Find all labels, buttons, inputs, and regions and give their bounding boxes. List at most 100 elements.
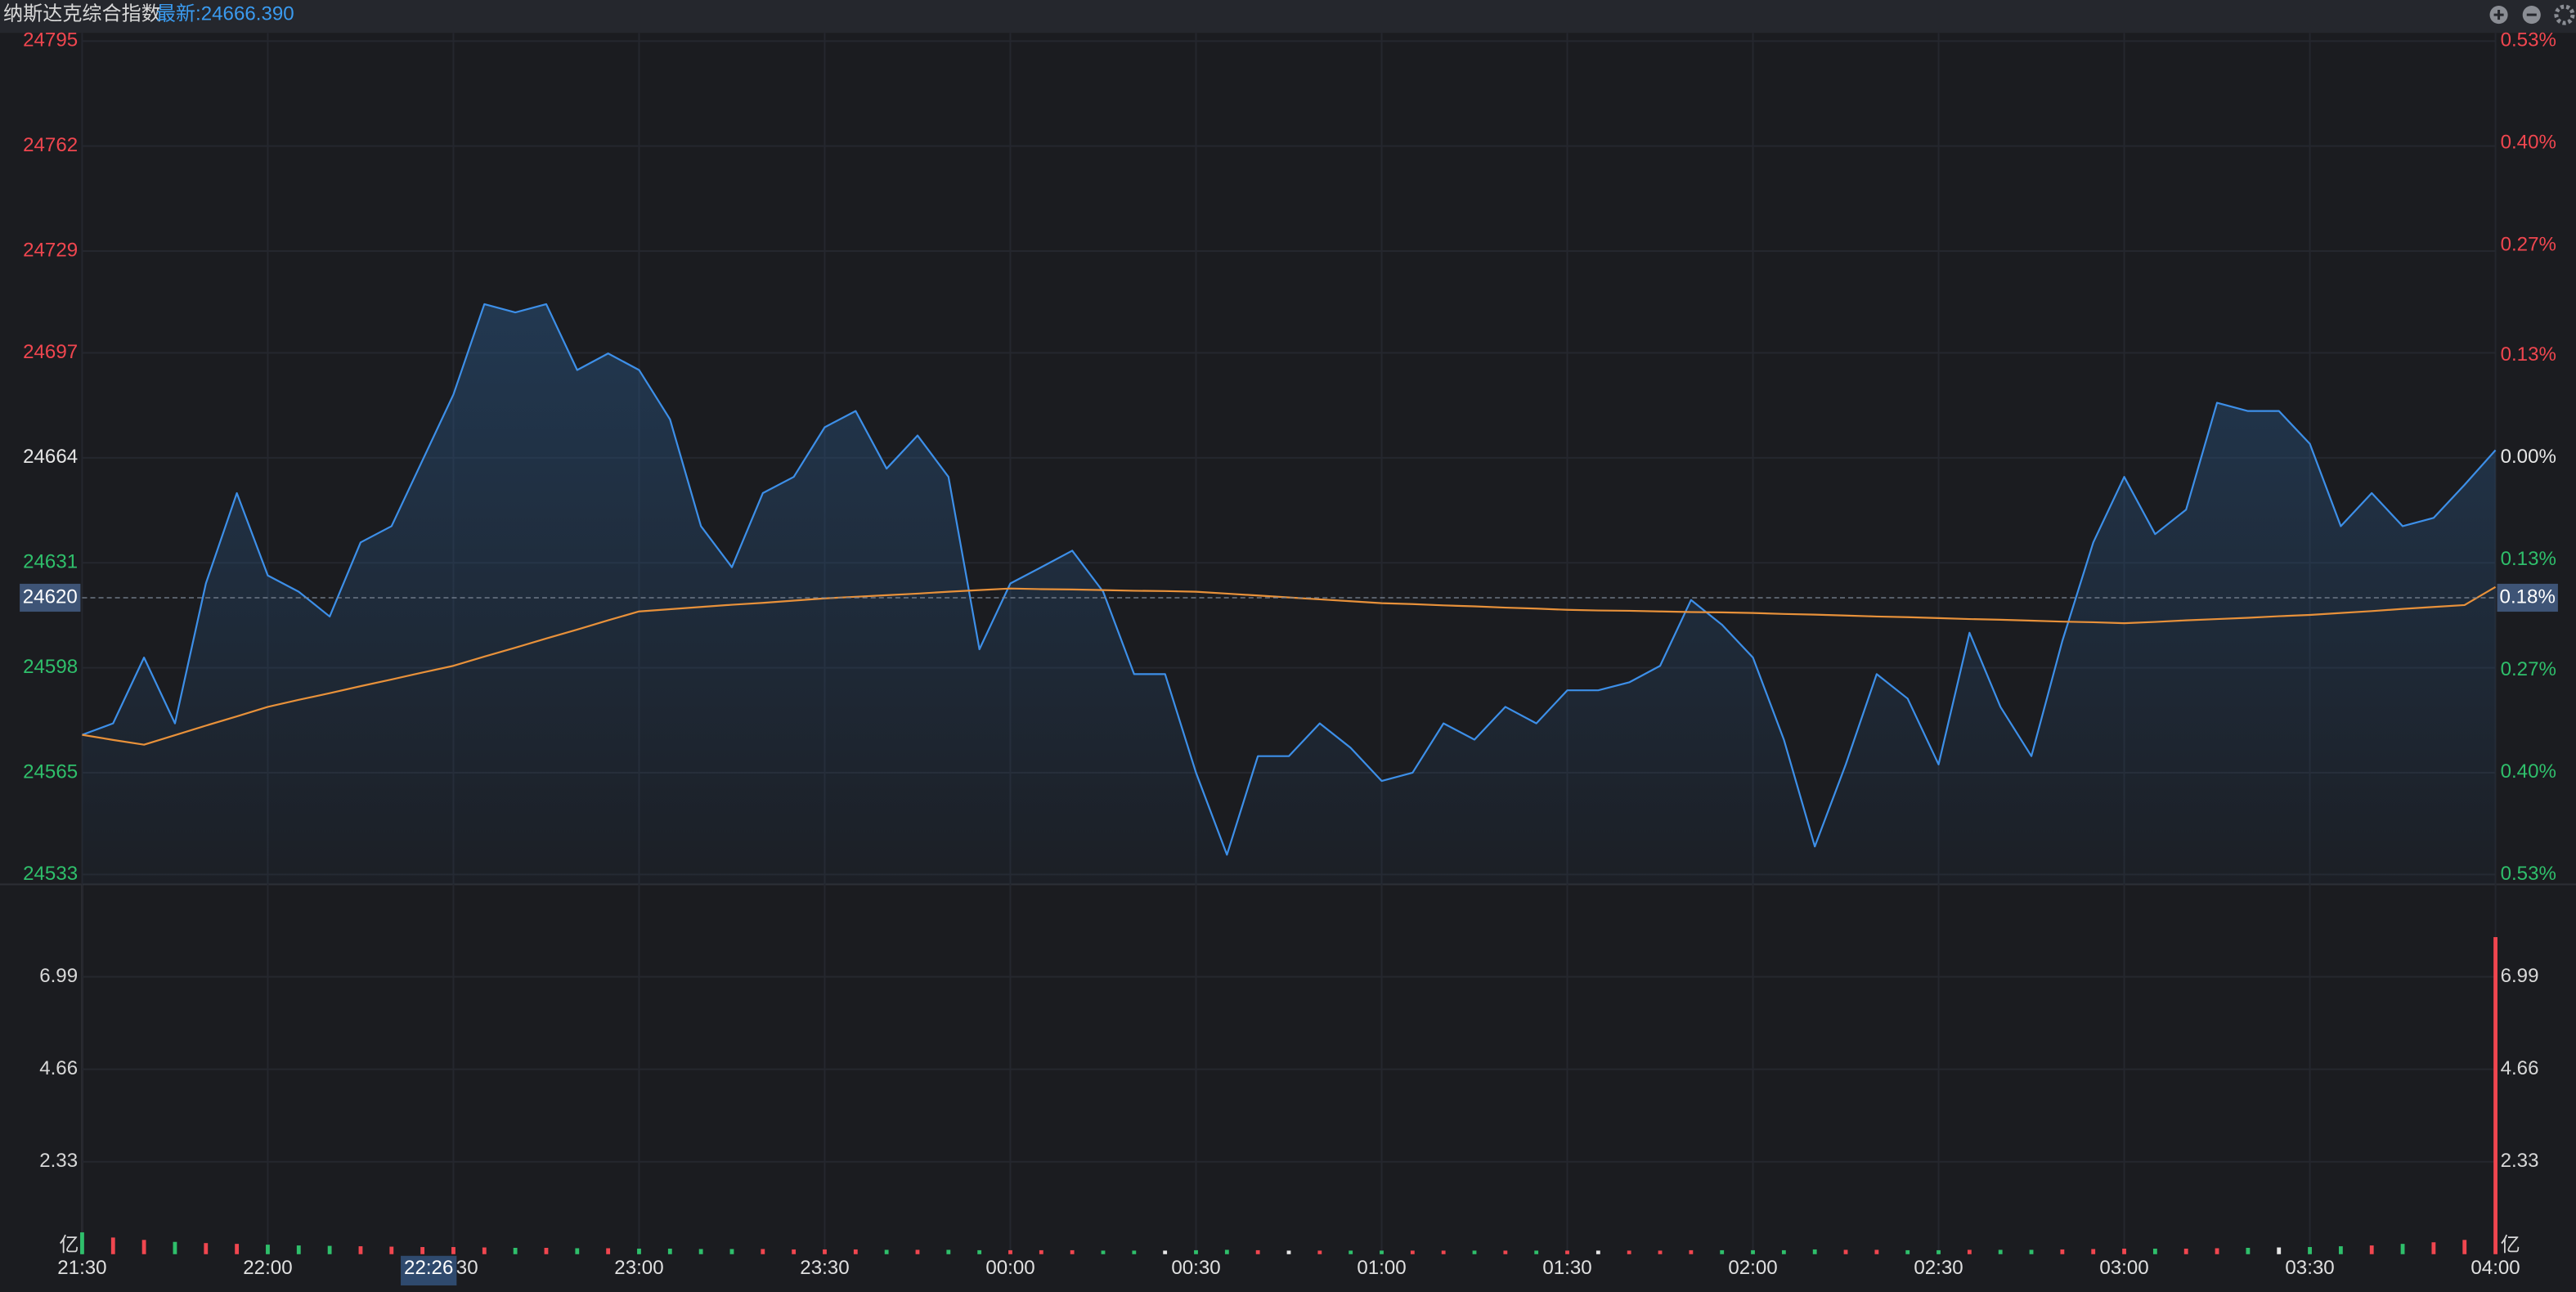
volume-bar [1595, 1250, 1600, 1254]
volume-bar [729, 1249, 734, 1254]
volume-bar [2308, 1247, 2312, 1254]
y2-tick-label: 0.53% [2501, 29, 2556, 52]
volume-bar [2431, 1242, 2436, 1254]
volume-tick-label: 4.66 [39, 1057, 78, 1079]
volume-bar [915, 1249, 920, 1254]
volume-bar [2060, 1249, 2065, 1254]
x-tick-label: 00:30 [1171, 1257, 1220, 1279]
x-tick-label: 04:00 [2471, 1257, 2520, 1279]
x-tick-label: 01:00 [1357, 1257, 1406, 1279]
average-line [82, 585, 2497, 746]
y-tick-label: 24729 [23, 239, 78, 261]
x-tick-label: 22:00 [243, 1257, 292, 1279]
x-tick-label: 03:00 [2099, 1257, 2148, 1279]
y-tick-label: 24631 [23, 551, 78, 573]
volume-bar [420, 1247, 425, 1254]
latest-price: 最新:24666.390 [156, 2, 294, 25]
volume-bar [358, 1246, 363, 1254]
y-tick-label: 24598 [23, 656, 78, 678]
y-tick-label: 24795 [23, 29, 78, 52]
y2-tick-label: 0.27% [2501, 658, 2556, 680]
volume-bar [1441, 1250, 1446, 1254]
volume-bar [451, 1247, 456, 1254]
y-tick-label: 24697 [23, 341, 78, 363]
volume-bar [1039, 1249, 1043, 1254]
volume-bar [977, 1249, 982, 1254]
volume-bar [1317, 1250, 1322, 1254]
volume-bar [1286, 1250, 1291, 1254]
volume-bar [1751, 1249, 1755, 1254]
chart-title: 纳斯达克综合指数 [3, 2, 161, 25]
volume-bar [792, 1249, 797, 1254]
volume-bar [2183, 1248, 2188, 1254]
x-tick-label: 02:30 [1914, 1257, 1963, 1279]
volume-bar [1720, 1249, 1725, 1254]
y2-tick-label: 0.27% [2501, 234, 2556, 256]
x-tick-label: 23:30 [800, 1257, 849, 1279]
plot [80, 303, 2497, 1254]
volume-bar [1194, 1249, 1198, 1254]
volume-bar [1410, 1250, 1415, 1254]
volume-bar [1472, 1250, 1477, 1254]
y2-tick-label: 0.40% [2501, 132, 2556, 154]
volume-bar [2493, 937, 2497, 1254]
volume-bar [110, 1237, 115, 1254]
volume-bar [1070, 1249, 1075, 1254]
volume-tick-label: 2.33 [2501, 1150, 2539, 1172]
volume-bar [173, 1241, 177, 1254]
y-tick-label: 24565 [23, 760, 78, 783]
volume-bar [2152, 1248, 2157, 1254]
volume-bar [235, 1244, 240, 1254]
volume-bar [1565, 1250, 1569, 1254]
volume-bar [80, 1232, 84, 1254]
x-tick-label: 21:30 [57, 1257, 106, 1279]
volume-bar [1255, 1249, 1260, 1254]
volume-bar [946, 1249, 951, 1254]
volume-bar [2462, 1240, 2467, 1254]
volume-bar [1349, 1250, 1353, 1254]
volume-unit: 亿 [59, 1234, 79, 1256]
volume-bar [1812, 1249, 1817, 1254]
volume-bar [575, 1248, 580, 1254]
volume-tick-label: 6.99 [39, 965, 78, 987]
y-tick-label: 24533 [23, 863, 78, 885]
crosshair-percent-box [2497, 583, 2558, 612]
volume-bar [884, 1249, 889, 1254]
y-tick-label: 24664 [23, 446, 78, 468]
y2-tick-label: 0.40% [2501, 760, 2556, 783]
volume-tick-label: 6.99 [2501, 965, 2539, 987]
volume-bar [853, 1249, 858, 1254]
x-tick-label: 02:00 [1728, 1257, 1777, 1279]
volume-bar [1163, 1250, 1168, 1254]
volume-bar [266, 1245, 270, 1254]
crosshair-price-label: 24620 [23, 585, 78, 608]
volume-bar [1998, 1249, 2003, 1254]
y2-tick-label: 0.13% [2501, 548, 2556, 570]
volume-bar [2215, 1248, 2219, 1254]
volume-bar [544, 1248, 549, 1254]
volume-bar [1967, 1249, 1972, 1254]
volume-bar [1658, 1250, 1663, 1254]
y-tick-label: 24762 [23, 134, 78, 156]
volume-bar [823, 1249, 827, 1254]
volume-bar [1627, 1250, 1631, 1254]
volume-bar [141, 1240, 146, 1254]
volume-bar [1008, 1249, 1012, 1254]
volume-bar [513, 1248, 518, 1254]
volume-bar [1132, 1250, 1137, 1254]
window-controls[interactable] [2489, 4, 2575, 25]
volume-bar [2246, 1248, 2251, 1254]
volume-bar [2122, 1248, 2126, 1254]
volume-bar [1781, 1249, 1786, 1254]
y2-tick-label: 0.13% [2501, 343, 2556, 366]
volume-bar [1380, 1250, 1384, 1254]
volume-bar [204, 1243, 209, 1254]
settings-button[interactable] [2554, 4, 2575, 25]
price-area [82, 303, 2496, 885]
volume-bar [637, 1248, 641, 1254]
volume-bar [606, 1248, 611, 1254]
volume-bar [1905, 1249, 1910, 1254]
y2-tick-label: 0.00% [2501, 446, 2556, 468]
